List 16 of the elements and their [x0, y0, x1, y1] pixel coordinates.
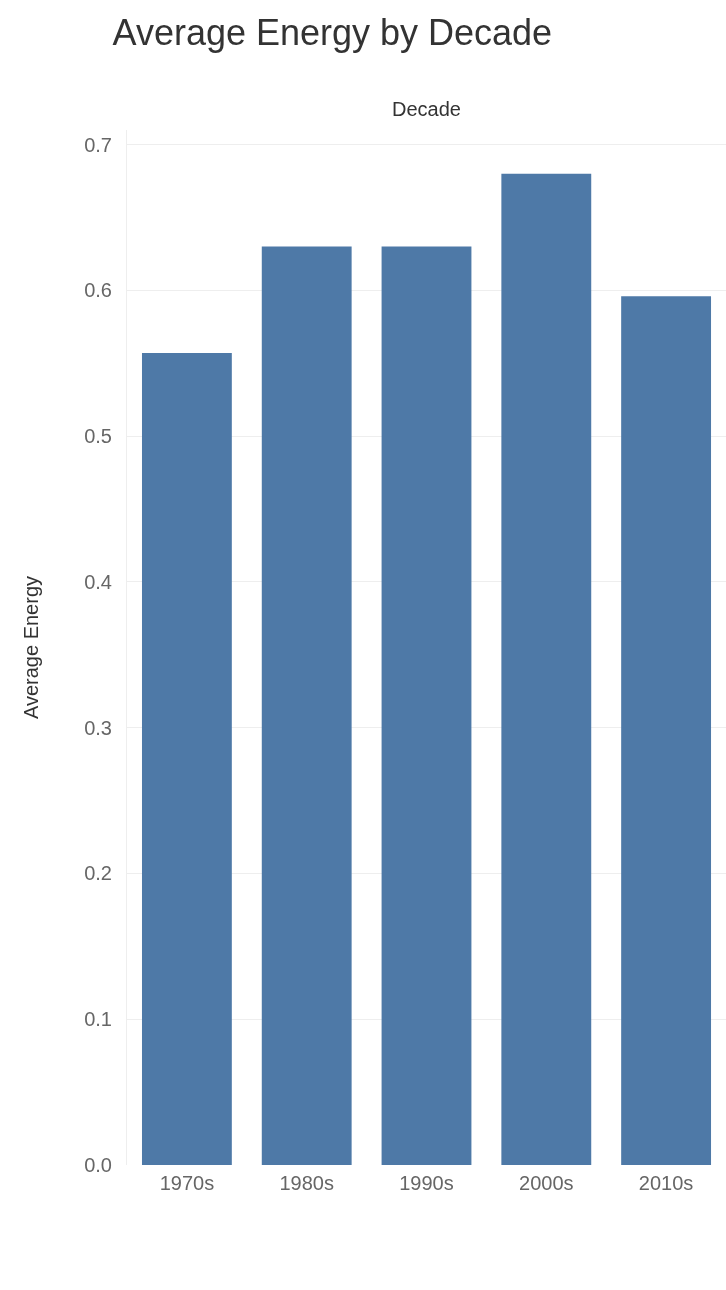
chart-title: Average Energy by Decade — [112, 11, 553, 53]
x-tick-label: 1990s — [399, 1172, 454, 1194]
x-axis-title: Decade — [392, 98, 461, 120]
y-axis-title: Average Energy — [19, 575, 42, 720]
x-tick-label: 2000s — [519, 1172, 574, 1194]
y-tick-label: 0.0 — [84, 1154, 112, 1176]
y-tick-label: 0.3 — [84, 716, 112, 739]
y-tick-label: 0.4 — [84, 570, 112, 593]
y-tick-label: 0.2 — [84, 862, 112, 885]
x-tick-label: 1980s — [279, 1172, 334, 1194]
x-tick-label: 1970s — [159, 1172, 215, 1194]
y-tick-label: 0.7 — [84, 133, 112, 156]
x-tick-label: 2010s — [638, 1172, 694, 1194]
y-tick-label: 0.6 — [84, 279, 112, 302]
y-tick-label: 0.5 — [84, 425, 112, 448]
y-tick-label: 0.1 — [84, 1008, 112, 1031]
